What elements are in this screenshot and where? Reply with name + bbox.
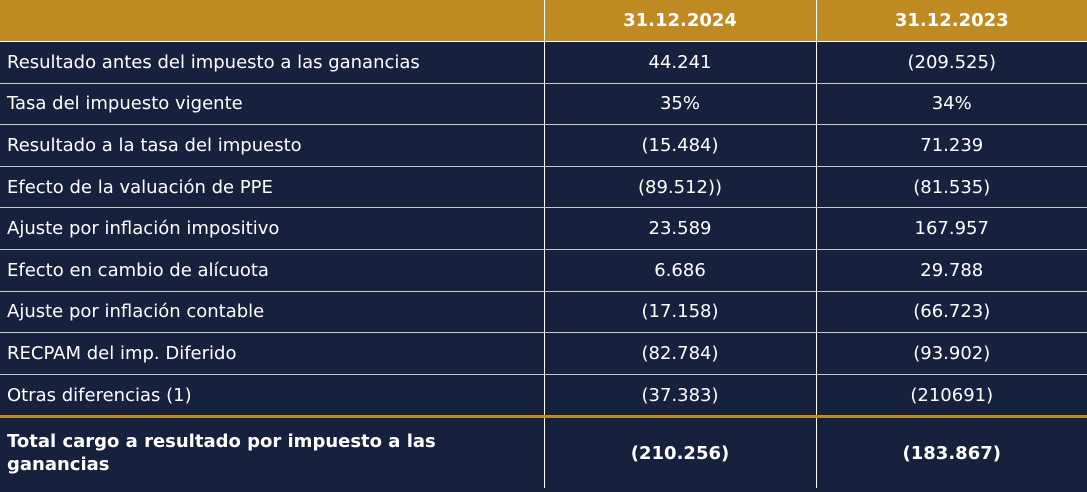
value-2023: 167.957	[816, 207, 1087, 250]
table-row: Tasa del impuesto vigente 35% 34%	[0, 83, 1087, 126]
value-2024: 35%	[544, 83, 817, 126]
value-2023: 71.239	[816, 124, 1087, 167]
value-2023: (93.902)	[816, 332, 1087, 375]
value-2024: (37.383)	[544, 374, 817, 419]
table-row: Otras diferencias (1) (37.383) (210691)	[0, 374, 1087, 419]
table-row: Resultado a la tasa del impuesto (15.484…	[0, 124, 1087, 167]
value-2024: (17.158)	[544, 291, 817, 334]
row-label: Efecto en cambio de alícuota	[0, 249, 545, 292]
value-2023: 34%	[816, 83, 1087, 126]
row-label: Ajuste por inflación contable	[0, 291, 545, 334]
row-label: Efecto de la valuación de PPE	[0, 166, 545, 209]
row-label: Resultado a la tasa del impuesto	[0, 124, 545, 167]
value-2024: (82.784)	[544, 332, 817, 375]
value-2023: (210691)	[816, 374, 1087, 419]
header-row: 31.12.2024 31.12.2023	[0, 0, 1087, 42]
value-2024: (89.512))	[544, 166, 817, 209]
value-2023: (209.525)	[816, 41, 1087, 84]
value-2023: 29.788	[816, 249, 1087, 292]
row-label: Tasa del impuesto vigente	[0, 83, 545, 126]
table-row: Ajuste por inflación impositivo 23.589 1…	[0, 207, 1087, 250]
total-value-2023: (183.867)	[902, 442, 1001, 464]
total-label: Total cargo a resultado por impuesto a l…	[0, 416, 545, 489]
total-value-2024: (210.256)	[544, 416, 817, 489]
row-label: RECPAM del imp. Diferido	[0, 332, 545, 375]
row-label: Otras diferencias (1)	[0, 374, 545, 419]
value-2024: 23.589	[544, 207, 817, 250]
value-2023: (81.535)	[816, 166, 1087, 209]
row-label: Resultado antes del impuesto a las ganan…	[0, 41, 545, 84]
header-year-2024: 31.12.2024	[544, 0, 817, 42]
value-2023: (66.723)	[816, 291, 1087, 334]
value-2024: 6.686	[544, 249, 817, 292]
value-2024: (15.484)	[544, 124, 817, 167]
table-row: Ajuste por inflación contable (17.158) (…	[0, 291, 1087, 334]
header-label-cell	[0, 0, 545, 42]
table-row: Resultado antes del impuesto a las ganan…	[0, 41, 1087, 84]
value-2024: 44.241	[544, 41, 817, 84]
total-row: Total cargo a resultado por impuesto a l…	[0, 416, 1087, 489]
header-year-2023: 31.12.2023	[816, 0, 1087, 42]
table-row: Efecto en cambio de alícuota 6.686 29.78…	[0, 249, 1087, 292]
table-row: Efecto de la valuación de PPE (89.512)) …	[0, 166, 1087, 209]
row-label: Ajuste por inflación impositivo	[0, 207, 545, 250]
table-row: RECPAM del imp. Diferido (82.784) (93.90…	[0, 332, 1087, 375]
